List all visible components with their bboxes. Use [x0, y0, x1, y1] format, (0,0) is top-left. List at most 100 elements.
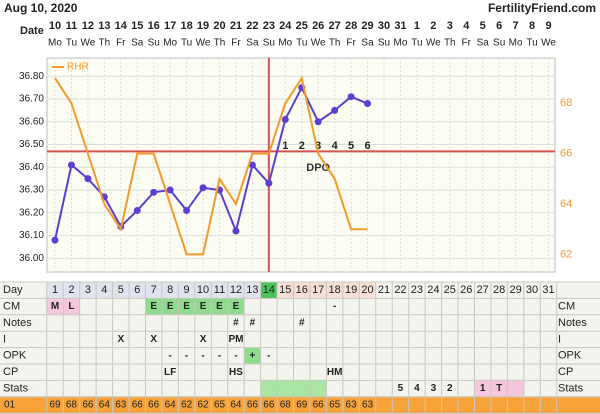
weekday: Su: [263, 38, 275, 49]
day-number: 1: [52, 284, 58, 296]
series-line: [54, 75, 368, 256]
dpo-number: 2: [299, 140, 305, 152]
date-number: 9: [545, 20, 551, 32]
cell-text: 1: [480, 383, 486, 394]
cell-text: -: [234, 350, 237, 361]
date-number: 23: [263, 20, 275, 32]
temp-point: [347, 93, 355, 101]
cell-text: 3: [431, 383, 437, 394]
rhr-value: 63: [115, 400, 127, 411]
day-number: 14: [263, 284, 275, 296]
day-cell: [277, 282, 294, 299]
rhr-value: 66: [132, 400, 144, 411]
row-label-right: Notes: [558, 317, 587, 329]
day-number: 21: [378, 284, 390, 296]
rhr-value: 65: [214, 400, 226, 411]
cell-text: X: [117, 334, 124, 345]
row-label: OPK: [3, 350, 27, 362]
cell-text: HS: [229, 367, 243, 378]
cell-text: +: [249, 350, 255, 361]
row-cell: [293, 380, 310, 397]
weekday: Su: [378, 38, 390, 49]
weekday: Th: [99, 38, 111, 49]
day-cell: [79, 282, 97, 299]
day-cell: [96, 282, 113, 299]
cell-text: -: [168, 350, 171, 361]
date-number: 29: [361, 20, 373, 32]
row-label-right: Stats: [558, 383, 584, 395]
date-number: 18: [180, 20, 192, 32]
rhr-value: 68: [66, 400, 78, 411]
temp-point: [314, 118, 322, 126]
row-cell: [63, 298, 80, 315]
day-number: 11: [214, 284, 225, 296]
rhr-value: 62: [181, 400, 193, 411]
day-number: 18: [329, 284, 341, 296]
day-number: 23: [411, 284, 423, 296]
temp-point: [67, 161, 75, 169]
dpo-number: 3: [315, 140, 321, 152]
date-number: 30: [378, 20, 390, 32]
y-tick-label: 36.10: [19, 230, 44, 241]
dpo-number: 6: [364, 140, 370, 152]
date-number: 7: [513, 20, 519, 32]
rhr-value: 66: [313, 400, 325, 411]
day-cell: [46, 282, 64, 299]
weekday: Su: [148, 38, 160, 49]
day-number: 9: [184, 284, 190, 296]
row-cell: [46, 298, 64, 315]
day-number: 28: [493, 284, 505, 296]
cell-text: E: [233, 301, 240, 312]
date-number: 10: [49, 20, 61, 32]
rhr-value: 63: [362, 400, 374, 411]
date-number: 24: [279, 20, 292, 32]
weekday: We: [80, 38, 95, 49]
cell-text: X: [200, 334, 207, 345]
temp-point: [265, 179, 273, 187]
day-cell: [507, 282, 524, 299]
day-number: 22: [394, 284, 406, 296]
cell-text: -: [218, 350, 221, 361]
cell-text: T: [496, 383, 502, 394]
rhr-value: 63: [346, 400, 358, 411]
y-tick-label: 36.30: [19, 185, 44, 196]
day-cell: [474, 282, 491, 299]
day-cell: [112, 282, 130, 299]
y2-tick-label: 66: [560, 148, 572, 160]
weekday: Th: [444, 38, 456, 49]
day-number: 3: [85, 284, 91, 296]
day-cell: [178, 282, 195, 299]
date-number: 20: [213, 20, 225, 32]
date-label: Date: [20, 25, 44, 37]
cell-text: #: [233, 318, 239, 329]
cell-text: PM: [228, 334, 243, 345]
plot-area: [46, 57, 556, 273]
row-label: Stats: [3, 383, 29, 395]
row-cell: [277, 380, 294, 397]
day-cell: [490, 282, 508, 299]
chart-date: Aug 10, 2020: [4, 1, 78, 15]
temp-point: [232, 227, 240, 235]
cell-text: HM: [327, 367, 343, 378]
cell-text: X: [150, 334, 157, 345]
weekday: Sa: [246, 38, 259, 49]
weekday: We: [541, 38, 556, 49]
weekday: Mo: [509, 38, 523, 49]
weekday: Sa: [131, 38, 144, 49]
day-number: 13: [246, 284, 258, 296]
day-cell: [293, 282, 310, 299]
day-number: 25: [444, 284, 456, 296]
row-label-right: OPK: [558, 350, 582, 362]
row-label: Notes: [3, 317, 32, 329]
rhr-value: 62: [197, 400, 209, 411]
temp-point: [248, 161, 256, 169]
row-cell: [309, 380, 327, 397]
day-cell: [359, 282, 376, 299]
row-label-right: I: [558, 333, 561, 345]
row-label: CP: [3, 366, 18, 378]
day-number: 27: [477, 284, 489, 296]
day-number: 24: [427, 284, 439, 296]
date-number: 21: [230, 20, 242, 32]
cell-text: 2: [447, 383, 453, 394]
row-cell: [178, 298, 195, 315]
